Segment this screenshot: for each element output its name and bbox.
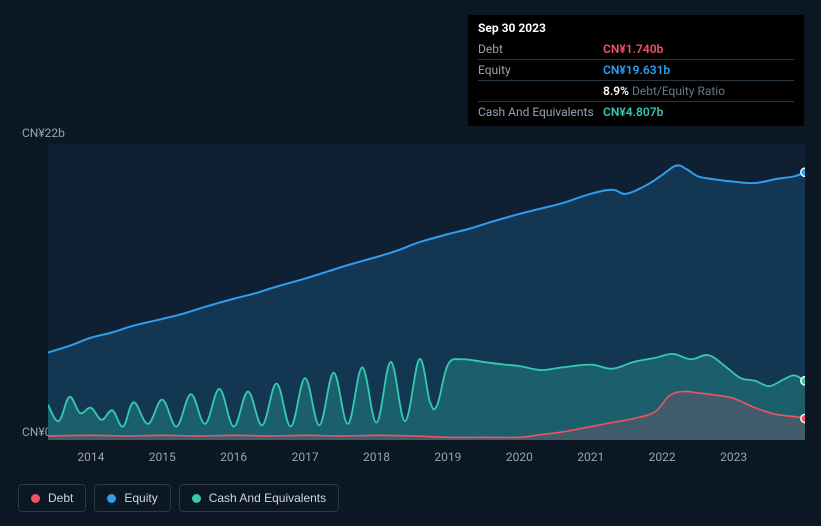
legend-label: Cash And Equivalents — [209, 491, 326, 505]
x-tick: 2017 — [292, 450, 319, 464]
legend-item-cash-and-equivalents[interactable]: Cash And Equivalents — [179, 484, 339, 512]
legend-dot-icon — [107, 494, 116, 503]
panel-row-label — [478, 81, 603, 102]
panel-row: DebtCN¥1.740b — [478, 39, 794, 60]
x-tick: 2014 — [77, 450, 104, 464]
legend-item-equity[interactable]: Equity — [94, 484, 170, 512]
x-tick: 2021 — [577, 450, 604, 464]
legend-label: Equity — [124, 491, 157, 505]
legend-item-debt[interactable]: Debt — [18, 484, 86, 512]
panel-row-label: Equity — [478, 60, 603, 81]
plot-svg — [48, 144, 805, 440]
x-tick: 2023 — [720, 450, 747, 464]
panel-row-label: Cash And Equivalents — [478, 102, 603, 123]
panel-row-value: CN¥19.631b — [603, 60, 794, 81]
legend-dot-icon — [31, 494, 40, 503]
x-tick: 2015 — [149, 450, 176, 464]
series-end-marker — [801, 414, 805, 422]
chart-root: { "panel": { "date": "Sep 30 2023", "row… — [0, 0, 821, 526]
plot-area — [48, 144, 805, 440]
panel-row-value: CN¥1.740b — [603, 39, 794, 60]
panel-table: DebtCN¥1.740bEquityCN¥19.631b8.9% Debt/E… — [478, 39, 794, 122]
x-tick: 2022 — [649, 450, 676, 464]
y-axis-max-label: CN¥22b — [22, 126, 65, 140]
x-tick: 2016 — [220, 450, 247, 464]
legend-dot-icon — [192, 494, 201, 503]
panel-row: EquityCN¥19.631b — [478, 60, 794, 81]
legend-label: Debt — [48, 491, 73, 505]
y-axis-min-label: CN¥0 — [22, 425, 51, 439]
x-tick: 2020 — [506, 450, 533, 464]
panel-row: 8.9% Debt/Equity Ratio — [478, 81, 794, 102]
data-panel: Sep 30 2023 DebtCN¥1.740bEquityCN¥19.631… — [468, 15, 804, 126]
series-end-marker — [801, 377, 805, 385]
panel-row-value: 8.9% Debt/Equity Ratio — [603, 81, 794, 102]
series-end-marker — [801, 168, 805, 176]
x-tick: 2019 — [434, 450, 461, 464]
legend: Debt Equity Cash And Equivalents — [18, 484, 339, 512]
panel-date: Sep 30 2023 — [478, 21, 794, 35]
panel-row-value: CN¥4.807b — [603, 102, 794, 123]
panel-row-label: Debt — [478, 39, 603, 60]
x-tick: 2018 — [363, 450, 390, 464]
panel-row: Cash And EquivalentsCN¥4.807b — [478, 102, 794, 123]
